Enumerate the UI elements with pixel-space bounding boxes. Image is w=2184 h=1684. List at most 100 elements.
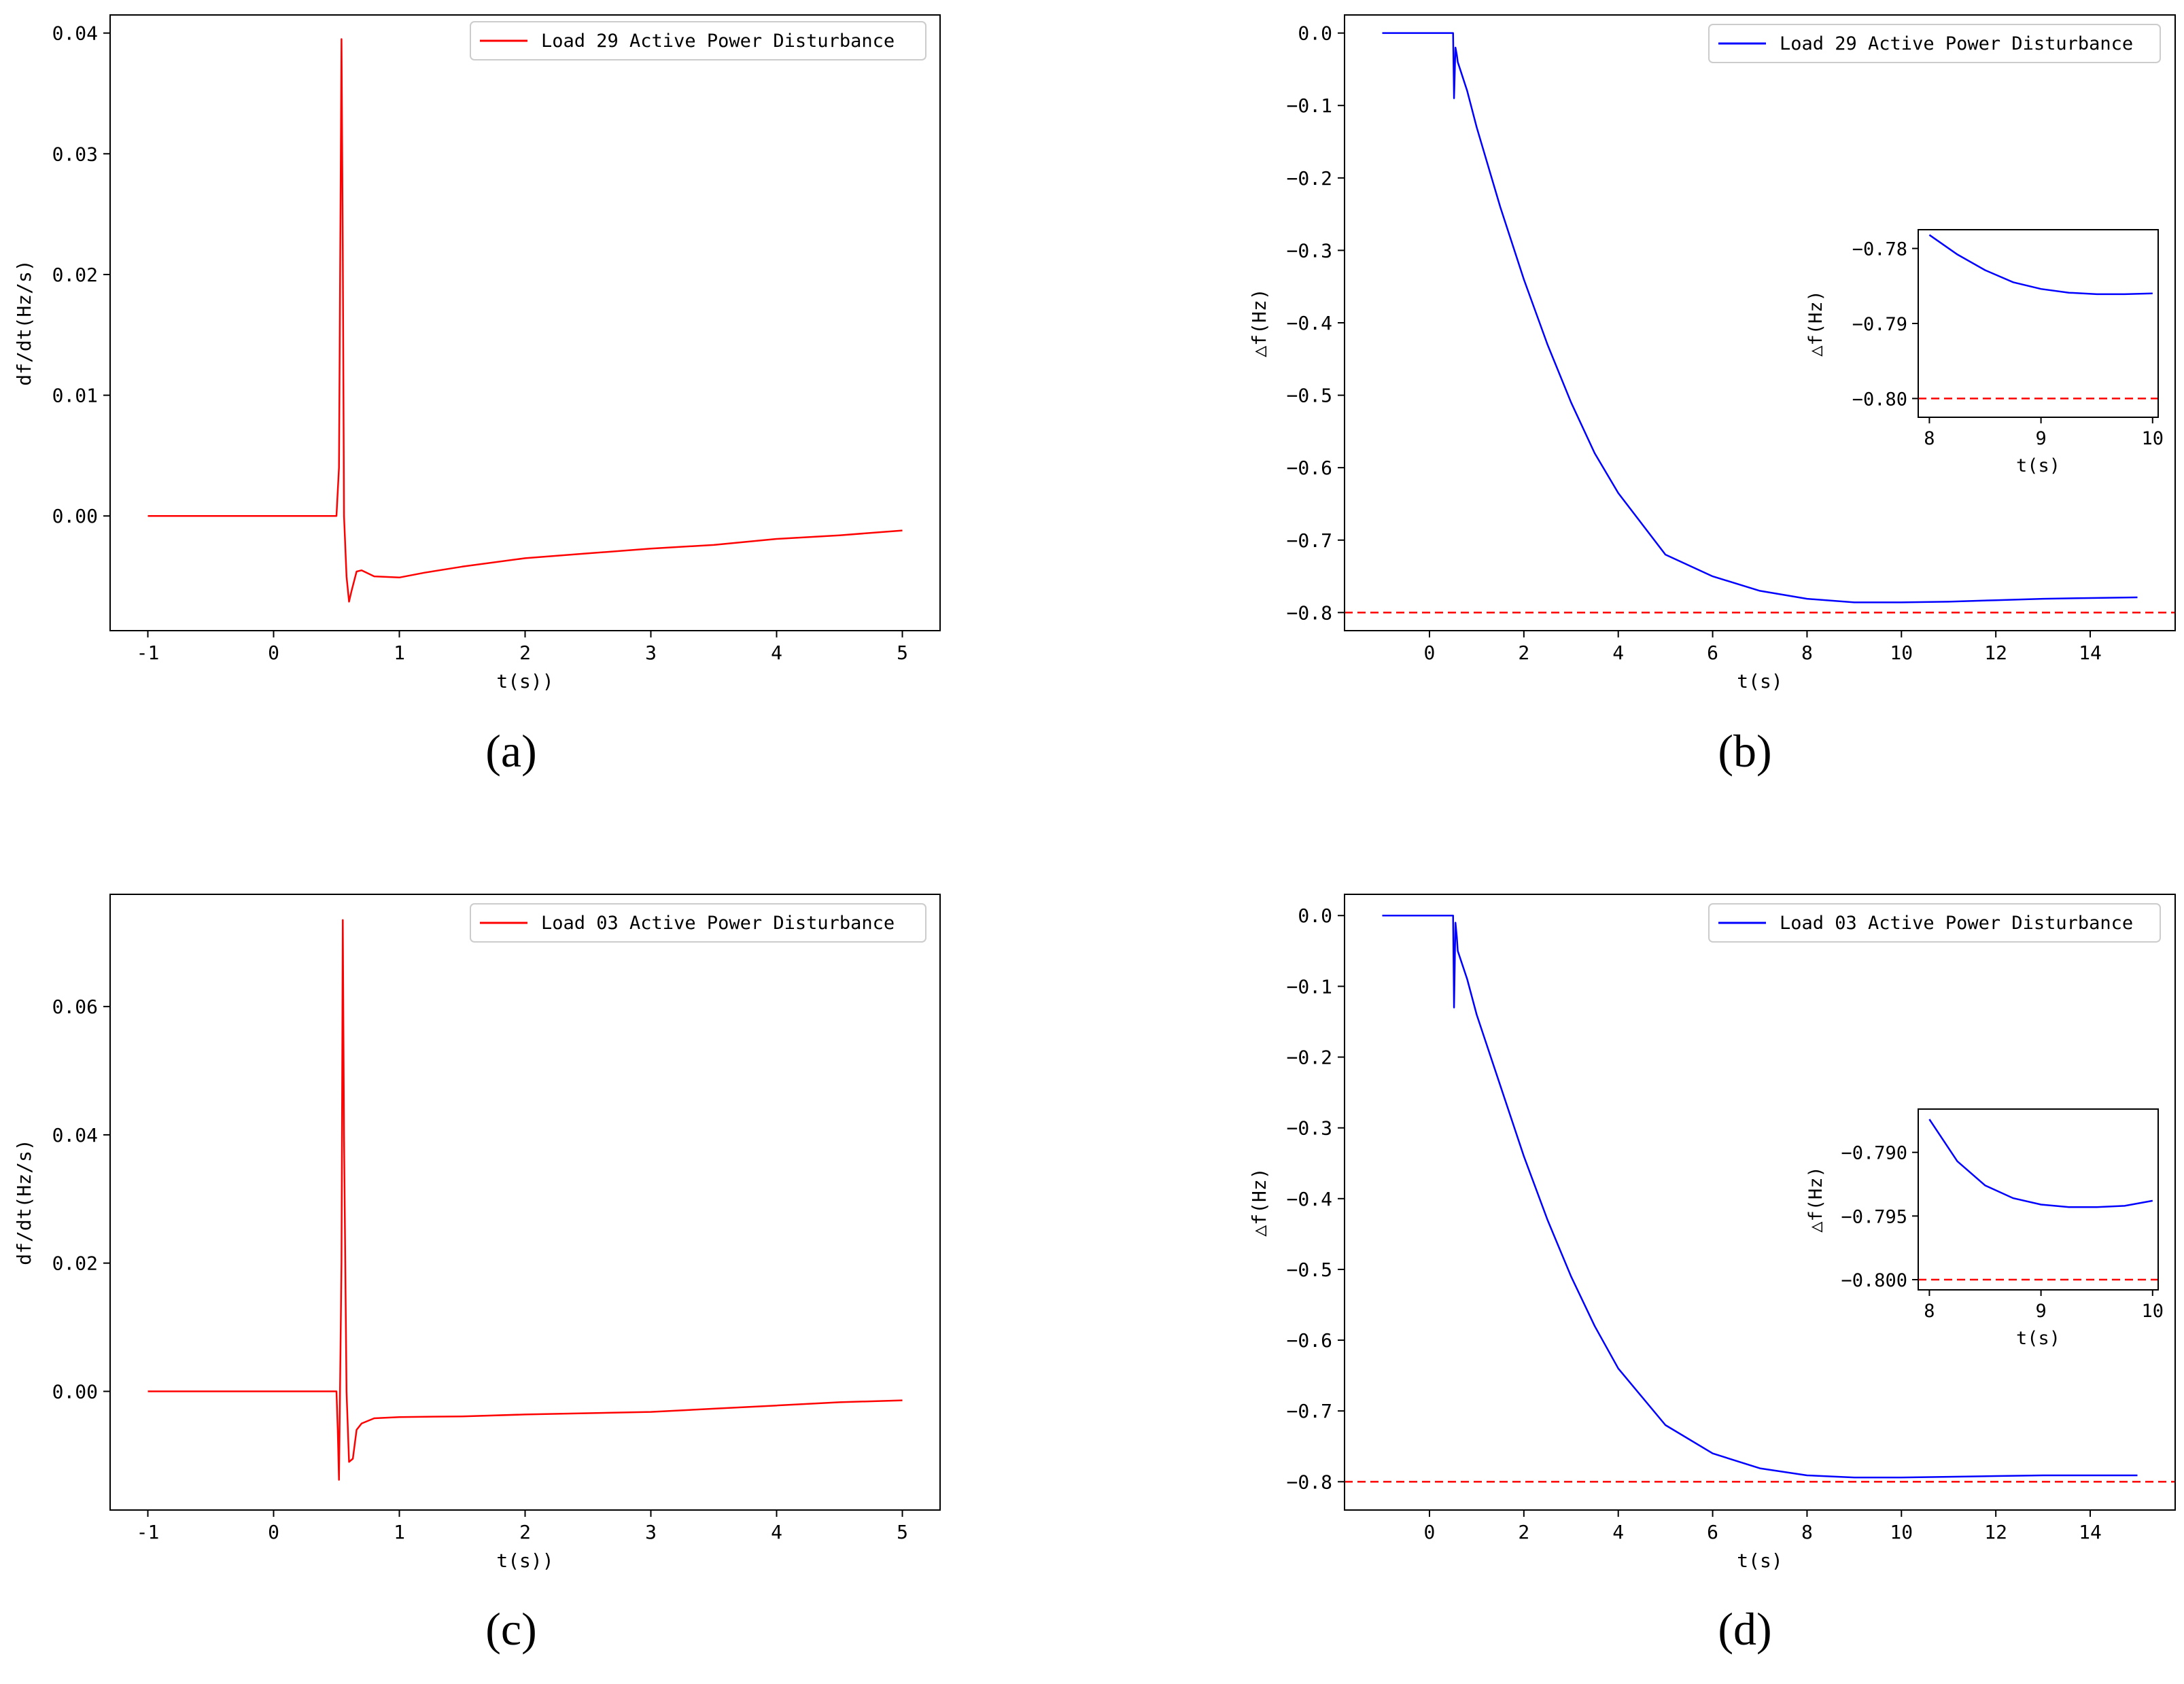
- y-tick-label: −0.6: [1287, 457, 1332, 479]
- legend: Load 03 Active Power Disturbance: [470, 903, 926, 943]
- inset-x-axis-label: t(s): [2016, 1328, 2060, 1349]
- y-tick-label: −0.7: [1287, 1400, 1332, 1422]
- legend-box: [470, 903, 926, 943]
- x-tick-label: -1: [137, 642, 160, 664]
- inset-x-tick-label: 9: [2035, 1301, 2046, 1322]
- x-tick-label: 1: [394, 642, 405, 664]
- x-tick-label: 2: [1518, 1521, 1529, 1543]
- inset-y-tick-label: −0.78: [1852, 239, 1907, 260]
- panel-label: (b): [1718, 725, 1771, 777]
- y-tick-label: 0.0: [1298, 905, 1332, 927]
- panel-label: (c): [485, 1603, 536, 1655]
- y-tick-label: −0.5: [1287, 385, 1332, 407]
- y-tick-label: 0.0: [1298, 22, 1332, 45]
- legend-label: Load 03 Active Power Disturbance: [1780, 913, 2133, 934]
- y-tick-label: 0.04: [52, 1124, 98, 1146]
- legend-label: Load 29 Active Power Disturbance: [541, 31, 895, 52]
- x-tick-label: 6: [1707, 642, 1718, 664]
- x-tick-label: 3: [645, 1521, 657, 1543]
- inset-x-tick-label: 9: [2035, 428, 2046, 449]
- y-tick-label: −0.4: [1287, 312, 1332, 334]
- panel-b: 0 2 4 6 8 10 12 14 0.0 −0.1 −0.2 −0.3 −0.4 −0.5 −0.6 −0…: [1248, 14, 2176, 777]
- y-tick-label: −0.8: [1287, 1471, 1332, 1493]
- panel-d: 0 2 4 6 8 10 12 14 0.0 −0.1 −0.2 −0.3 −0.4 −0.5 −0.6 −0…: [1248, 894, 2176, 1655]
- inset: 8 9 10 −0.78 −0.79 −0.80 t(s) △f(Hz): [1805, 229, 2164, 476]
- y-tick-label: 0.04: [52, 22, 98, 45]
- y-tick-label: −0.1: [1287, 94, 1332, 117]
- y-tick-label: 0.01: [52, 385, 98, 407]
- x-tick-label: 8: [1801, 1521, 1813, 1543]
- panel-a: -1 0 1 2 3 4 5 0.00 0.01 0.02 0.03 0.04 t(s)) df/dt(H…: [13, 14, 941, 777]
- y-axis-label: df/dt(Hz/s): [13, 1139, 35, 1265]
- x-tick-label: 3: [645, 642, 657, 664]
- x-tick-label: 4: [771, 1521, 782, 1543]
- y-tick-label: −0.4: [1287, 1188, 1332, 1210]
- x-tick-label: -1: [137, 1521, 160, 1543]
- panel-label: (a): [485, 725, 536, 777]
- inset-x-tick-label: 8: [1924, 428, 1935, 449]
- x-axis-label: t(s): [1737, 1549, 1782, 1572]
- inset-x-tick-label: 10: [2142, 428, 2164, 449]
- inset-y-tick-label: −0.795: [1841, 1206, 1907, 1227]
- y-tick-label: −0.3: [1287, 1117, 1332, 1140]
- inset-y-tick-label: −0.800: [1841, 1270, 1907, 1291]
- inset-frame: [1918, 1108, 2159, 1291]
- legend: Load 03 Active Power Disturbance: [1708, 903, 2161, 943]
- inset-x-axis-label: t(s): [2016, 455, 2060, 476]
- y-tick-label: −0.2: [1287, 1047, 1332, 1069]
- x-tick-label: 12: [1984, 1521, 2007, 1543]
- x-axis-label: t(s)): [496, 670, 553, 692]
- x-tick-label: 12: [1984, 642, 2007, 664]
- y-tick-label: 0.02: [52, 264, 98, 286]
- inset-x-tick-label: 8: [1924, 1301, 1935, 1322]
- inset-background: [1918, 1109, 2158, 1290]
- inset-background: [1918, 230, 2158, 417]
- inset-series-line: [1928, 234, 2153, 296]
- x-tick-label: 2: [519, 642, 531, 664]
- x-tick-label: 0: [1424, 1521, 1436, 1543]
- x-tick-label: 8: [1801, 642, 1813, 664]
- x-tick-label: 10: [1890, 1521, 1913, 1543]
- x-tick-label: 10: [1890, 642, 1913, 664]
- x-tick-label: 0: [268, 1521, 279, 1543]
- y-tick-label: −0.1: [1287, 975, 1332, 998]
- x-tick-label: 4: [771, 642, 782, 664]
- x-tick-label: 0: [268, 642, 279, 664]
- x-axis-label: t(s): [1737, 670, 1782, 692]
- panel-label: (d): [1718, 1603, 1771, 1655]
- x-tick-label: 0: [1424, 642, 1436, 664]
- plot-frame: [109, 14, 941, 631]
- y-tick-label: 0.02: [52, 1252, 98, 1275]
- inset-series-line: [1928, 1119, 2153, 1208]
- y-axis-label: △f(Hz): [1248, 1168, 1270, 1236]
- inset-y-tick-label: −0.790: [1841, 1143, 1907, 1164]
- x-tick-label: 6: [1707, 1521, 1718, 1543]
- y-axis-label: df/dt(Hz/s): [13, 260, 35, 385]
- y-tick-label: −0.7: [1287, 529, 1332, 552]
- y-tick-label: 0.00: [52, 1380, 98, 1403]
- legend: Load 29 Active Power Disturbance: [1708, 24, 2161, 63]
- plot-frame: [1344, 894, 2176, 1511]
- x-tick-label: 14: [2079, 1521, 2102, 1543]
- y-tick-label: 0.03: [52, 143, 98, 165]
- y-axis-label: △f(Hz): [1248, 288, 1270, 357]
- series-line: [148, 919, 903, 1481]
- y-tick-label: −0.3: [1287, 239, 1332, 262]
- series-line: [148, 38, 903, 603]
- inset-frame: [1918, 229, 2159, 418]
- x-tick-label: 5: [897, 642, 908, 664]
- inset-x-tick-label: 10: [2142, 1301, 2164, 1322]
- x-axis-label: t(s)): [496, 1549, 553, 1572]
- x-tick-label: 5: [897, 1521, 908, 1543]
- y-tick-label: 0.06: [52, 996, 98, 1018]
- y-tick-label: −0.5: [1287, 1259, 1332, 1281]
- y-tick-label: −0.2: [1287, 167, 1332, 190]
- x-tick-label: 4: [1612, 642, 1624, 664]
- inset-y-axis-label: △f(Hz): [1805, 290, 1826, 357]
- inset: 8 9 10 −0.790 −0.795 −0.800 t(s) △f(Hz): [1805, 1108, 2164, 1349]
- series-line: [1382, 914, 2138, 1479]
- legend-box: [1708, 903, 2161, 943]
- x-tick-label: 2: [519, 1521, 531, 1543]
- panel-c: -1 0 1 2 3 4 5 0.00 0.02 0.04 0.06 t(s)) df/dt(Hz/s)…: [13, 894, 941, 1655]
